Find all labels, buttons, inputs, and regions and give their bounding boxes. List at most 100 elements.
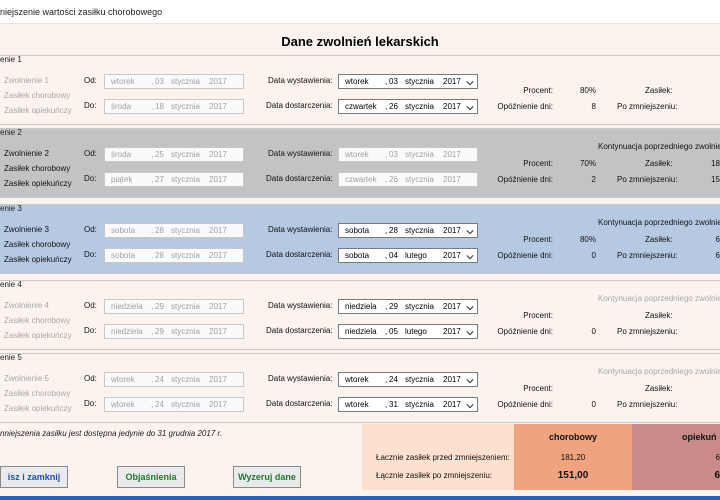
zasilek-chorobowy-option[interactable]: Zasiłek chorobowy xyxy=(4,164,71,173)
date-month: lutego xyxy=(405,251,427,260)
chevron-down-icon[interactable] xyxy=(464,400,476,411)
date-month: stycznia xyxy=(405,226,434,235)
zasilek-chorobowy-option[interactable]: Zasiłek chorobowy xyxy=(4,316,71,325)
zasilek-opiekunczy-option[interactable]: Zasiłek opiekuńczy xyxy=(4,331,72,340)
zwolnienie-1-group: enie 1 Zwolnienie 1 Zasiłek chorobowy Zasił… xyxy=(0,55,720,125)
od-date-picker[interactable]: środa, 25 stycznia 2017 xyxy=(104,147,244,162)
date-num: 03 xyxy=(389,150,398,159)
zasilek-chorobowy-option[interactable]: Zasiłek chorobowy xyxy=(4,91,71,100)
zasilek-value: 18 xyxy=(711,159,720,168)
date-day: sobota xyxy=(345,226,370,235)
date-day: niedziela xyxy=(345,302,377,311)
summary-chorobowy-column xyxy=(514,424,632,490)
summary-row1-label: Łacznie zasiłek przed zmniejszeniem: xyxy=(376,453,510,462)
od-date-picker[interactable]: sobota, 28 stycznia 2017 xyxy=(104,223,244,238)
title-bar[interactable]: niejszenie wartości zasiłku chorobowego xyxy=(0,0,720,24)
chevron-down-icon[interactable] xyxy=(464,327,476,338)
zasilek-label: Zasiłek: xyxy=(645,384,673,393)
date-day: wtorek xyxy=(345,77,369,86)
page-heading: Dane zwolnień lekarskich xyxy=(281,34,439,49)
date-month: stycznia xyxy=(171,175,200,184)
chevron-down-icon[interactable] xyxy=(464,102,476,113)
date-day: niedziela xyxy=(111,302,143,311)
date-num: 29 xyxy=(389,302,398,311)
do-date-picker[interactable]: niedziela, 29 stycznia 2017 xyxy=(104,324,244,339)
chevron-down-icon[interactable] xyxy=(464,251,476,262)
zasilek-label: Zasiłek: xyxy=(645,311,673,320)
date-year: 2017 xyxy=(209,327,227,336)
data-dostarczenia-label: Data dostarczenia: xyxy=(266,399,333,408)
data-dostarczenia-label: Data dostarczenia: xyxy=(266,326,333,335)
data-dostarczenia-date-picker[interactable]: czwartek, 26 stycznia 2017 xyxy=(338,172,478,187)
data-wystawienia-date-picker[interactable]: sobota, 28 stycznia 2017 xyxy=(338,223,478,238)
date-month: stycznia xyxy=(405,77,434,86)
zasilek-chorobowy-option[interactable]: Zasiłek chorobowy xyxy=(4,240,71,249)
data-dostarczenia-date-picker[interactable]: czwartek, 26 stycznia 2017 xyxy=(338,99,478,114)
kontynuacja-checkbox[interactable]: Kontynuacja poprzedniego zwolnienia xyxy=(598,142,720,151)
od-label: Od: xyxy=(84,301,97,310)
opoznienie-value: 0 xyxy=(591,327,596,336)
chevron-down-icon[interactable] xyxy=(464,375,476,386)
date-day: wtorek xyxy=(111,77,135,86)
explanations-button[interactable]: Objaśnienia xyxy=(117,466,185,488)
chevron-down-icon[interactable] xyxy=(464,302,476,313)
date-num: 27 xyxy=(155,175,164,184)
od-date-picker[interactable]: niedziela, 29 stycznia 2017 xyxy=(104,299,244,314)
data-wystawienia-date-picker[interactable]: wtorek, 03 stycznia 2017 xyxy=(338,147,478,162)
zasilek-label: Zasiłek: xyxy=(645,159,673,168)
do-label: Do: xyxy=(84,399,97,408)
date-month: stycznia xyxy=(405,102,434,111)
summary-panel: chorobowy opiekuń Łacznie zasiłek przed … xyxy=(362,424,720,490)
zasilek-label: Zasiłek: xyxy=(645,86,673,95)
po-zmniejszeniu-value: 15 xyxy=(711,175,720,184)
procent-value: 70% xyxy=(579,159,596,168)
procent-label: Procent: xyxy=(523,311,553,320)
do-date-picker[interactable]: środa, 18 stycznia 2017 xyxy=(104,99,244,114)
data-wystawienia-date-picker[interactable]: niedziela, 29 stycznia 2017 xyxy=(338,299,478,314)
date-num: 03 xyxy=(155,77,164,86)
group-title: enie 3 xyxy=(0,204,22,213)
zasilek-opiekunczy-option[interactable]: Zasiłek opiekuńczy xyxy=(4,179,72,188)
save-and-close-button[interactable]: isz i zamknij xyxy=(0,466,68,488)
chevron-down-icon[interactable] xyxy=(464,77,476,88)
do-date-picker[interactable]: piątek, 27 stycznia 2017 xyxy=(104,172,244,187)
zasilek-opiekunczy-option[interactable]: Zasiłek opiekuńczy xyxy=(4,404,72,413)
kontynuacja-checkbox[interactable]: Kontynuacja poprzedniego zwolnie xyxy=(598,294,720,303)
od-label: Od: xyxy=(84,76,97,85)
od-date-picker[interactable]: wtorek, 24 stycznia 2017 xyxy=(104,372,244,387)
zwolnienie-4-label: Zwolnienie 4 xyxy=(4,301,49,310)
data-dostarczenia-label: Data dostarczenia: xyxy=(266,101,333,110)
date-year: 2017 xyxy=(443,327,461,336)
date-year: 2017 xyxy=(443,150,461,159)
zasilek-chorobowy-option[interactable]: Zasiłek chorobowy xyxy=(4,389,71,398)
date-num: 29 xyxy=(155,302,164,311)
do-date-picker[interactable]: wtorek, 24 stycznia 2017 xyxy=(104,397,244,412)
od-label: Od: xyxy=(84,225,97,234)
kontynuacja-checkbox[interactable]: Kontynuacja poprzedniego zwolnie xyxy=(598,218,720,227)
date-month: stycznia xyxy=(171,302,200,311)
zwolnienie-3-label: Zwolnienie 3 xyxy=(4,225,49,234)
group-title: enie 1 xyxy=(0,55,22,64)
reset-data-button[interactable]: Wyzeruj dane xyxy=(233,466,301,488)
data-dostarczenia-date-picker[interactable]: wtorek, 31 stycznia 2017 xyxy=(338,397,478,412)
summary-label-column xyxy=(362,424,514,490)
kontynuacja-checkbox[interactable]: Kontynuacja poprzedniego zwolnie xyxy=(598,367,720,376)
od-date-picker[interactable]: wtorek, 03 stycznia 2017 xyxy=(104,74,244,89)
chevron-down-icon[interactable] xyxy=(464,226,476,237)
zasilek-opiekunczy-option[interactable]: Zasiłek opiekuńczy xyxy=(4,106,72,115)
po-zmniejszeniu-label: Po zmniejszeniu: xyxy=(617,251,678,260)
zasilek-opiekunczy-option[interactable]: Zasiłek opiekuńczy xyxy=(4,255,72,264)
data-wystawienia-date-picker[interactable]: wtorek, 03 stycznia 2017 xyxy=(338,74,478,89)
date-month: stycznia xyxy=(171,77,200,86)
do-date-picker[interactable]: sobota, 28 stycznia 2017 xyxy=(104,248,244,263)
data-dostarczenia-date-picker[interactable]: sobota, 04 lutego 2017 xyxy=(338,248,478,263)
date-year: 2017 xyxy=(209,400,227,409)
zwolnienie-2-group: enie 2 Zwolnienie 2 Zasiłek chorobowy Zasił… xyxy=(0,128,720,198)
date-month: lutego xyxy=(405,327,427,336)
date-day: sobota xyxy=(345,251,370,260)
data-dostarczenia-date-picker[interactable]: niedziela, 05 lutego 2017 xyxy=(338,324,478,339)
po-zmniejszeniu-label: Po zmniejszeniu: xyxy=(617,102,678,111)
date-year: 2017 xyxy=(443,77,461,86)
data-dostarczenia-label: Data dostarczenia: xyxy=(266,174,333,183)
data-wystawienia-date-picker[interactable]: wtorek, 24 stycznia 2017 xyxy=(338,372,478,387)
